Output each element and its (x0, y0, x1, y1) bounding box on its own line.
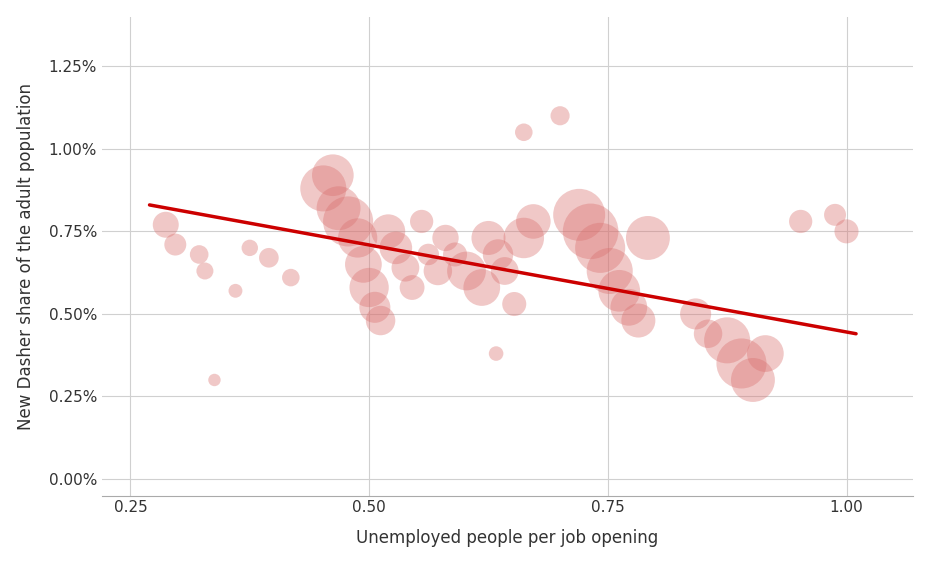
Point (498, 266, 512, 275)
Point (592, 243, 607, 252)
Point (746, 376, 761, 385)
Point (316, 184, 331, 193)
Point (431, 266, 445, 275)
Point (641, 233, 656, 243)
Y-axis label: New Dasher share of the adult population: New Dasher share of the adult population (17, 82, 34, 430)
Point (284, 273, 299, 282)
Point (488, 349, 503, 358)
Point (758, 349, 773, 358)
Point (516, 128, 531, 137)
Point (243, 243, 258, 252)
Point (720, 336, 735, 345)
Point (197, 266, 212, 275)
Point (340, 217, 355, 226)
X-axis label: Unemployed people per job opening: Unemployed people per job opening (356, 530, 658, 547)
Point (380, 227, 395, 236)
Point (373, 316, 388, 325)
Point (688, 310, 703, 319)
Point (405, 283, 419, 292)
Point (603, 266, 618, 275)
Point (367, 303, 382, 312)
Point (326, 171, 340, 180)
Point (158, 220, 173, 229)
Point (474, 283, 489, 292)
Point (414, 217, 429, 226)
Point (507, 299, 522, 309)
Point (351, 233, 365, 243)
Point (490, 250, 505, 259)
Point (793, 217, 808, 226)
Point (389, 243, 404, 252)
Point (839, 227, 854, 236)
Point (356, 260, 371, 269)
Point (572, 210, 587, 219)
Point (631, 316, 645, 325)
Point (207, 376, 222, 385)
Point (612, 287, 627, 296)
Point (525, 217, 540, 226)
Point (734, 359, 749, 368)
Point (331, 204, 346, 213)
Point (398, 263, 413, 272)
Point (552, 111, 567, 120)
Point (447, 250, 462, 259)
Point (828, 210, 843, 219)
Point (228, 287, 243, 296)
Point (168, 240, 183, 249)
Point (438, 233, 453, 243)
Point (621, 303, 636, 312)
Point (481, 233, 496, 243)
Point (583, 227, 598, 236)
Point (516, 233, 531, 243)
Point (421, 250, 436, 259)
Point (700, 329, 715, 338)
Point (459, 266, 474, 275)
Point (192, 250, 206, 259)
Point (261, 253, 276, 262)
Point (362, 283, 377, 292)
